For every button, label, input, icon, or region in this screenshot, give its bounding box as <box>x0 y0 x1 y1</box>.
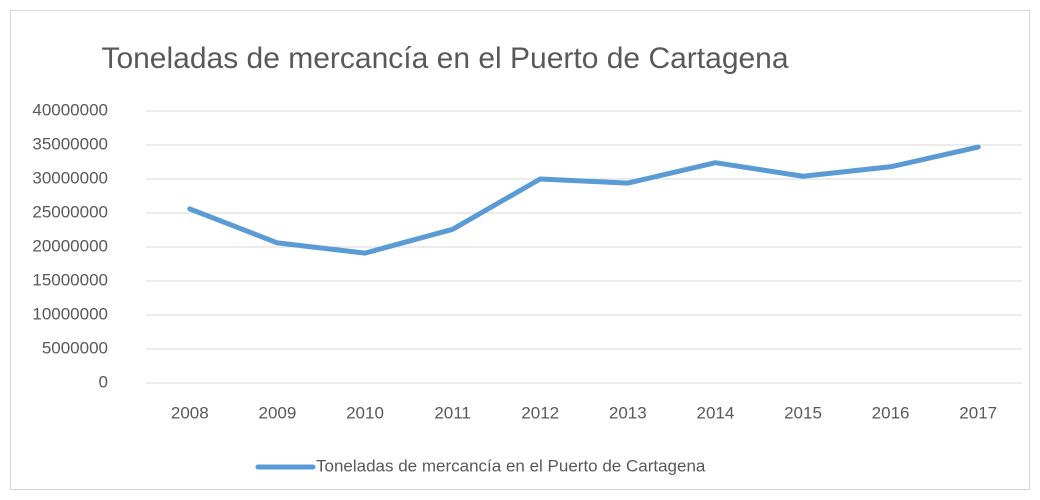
y-tick-label: 35000000 <box>32 134 108 153</box>
y-tick-label: 20000000 <box>32 236 108 255</box>
y-tick-label: 5000000 <box>42 338 108 357</box>
x-tick-label: 2009 <box>258 403 296 422</box>
chart-title: Toneladas de mercancía en el Puerto de C… <box>101 42 788 75</box>
x-tick-label: 2014 <box>696 403 734 422</box>
x-tick-label: 2017 <box>959 403 997 422</box>
y-tick-label: 25000000 <box>32 202 108 221</box>
y-tick-label: 40000000 <box>32 100 108 119</box>
x-tick-label: 2013 <box>609 403 647 422</box>
y-tick-label: 10000000 <box>32 304 108 323</box>
y-tick-label: 30000000 <box>32 168 108 187</box>
x-tick-label: 2015 <box>784 403 822 422</box>
x-tick-label: 2008 <box>171 403 209 422</box>
y-tick-label: 15000000 <box>32 270 108 289</box>
line-series <box>187 144 981 256</box>
legend-label: Toneladas de mercancía en el Puerto de C… <box>316 456 706 475</box>
x-tick-label: 2010 <box>346 403 384 422</box>
y-tick-label: 0 <box>99 372 108 391</box>
x-tick-label: 2012 <box>521 403 559 422</box>
chart-border <box>10 10 1030 490</box>
x-tick-label: 2016 <box>872 403 910 422</box>
x-tick-label: 2011 <box>434 403 471 422</box>
